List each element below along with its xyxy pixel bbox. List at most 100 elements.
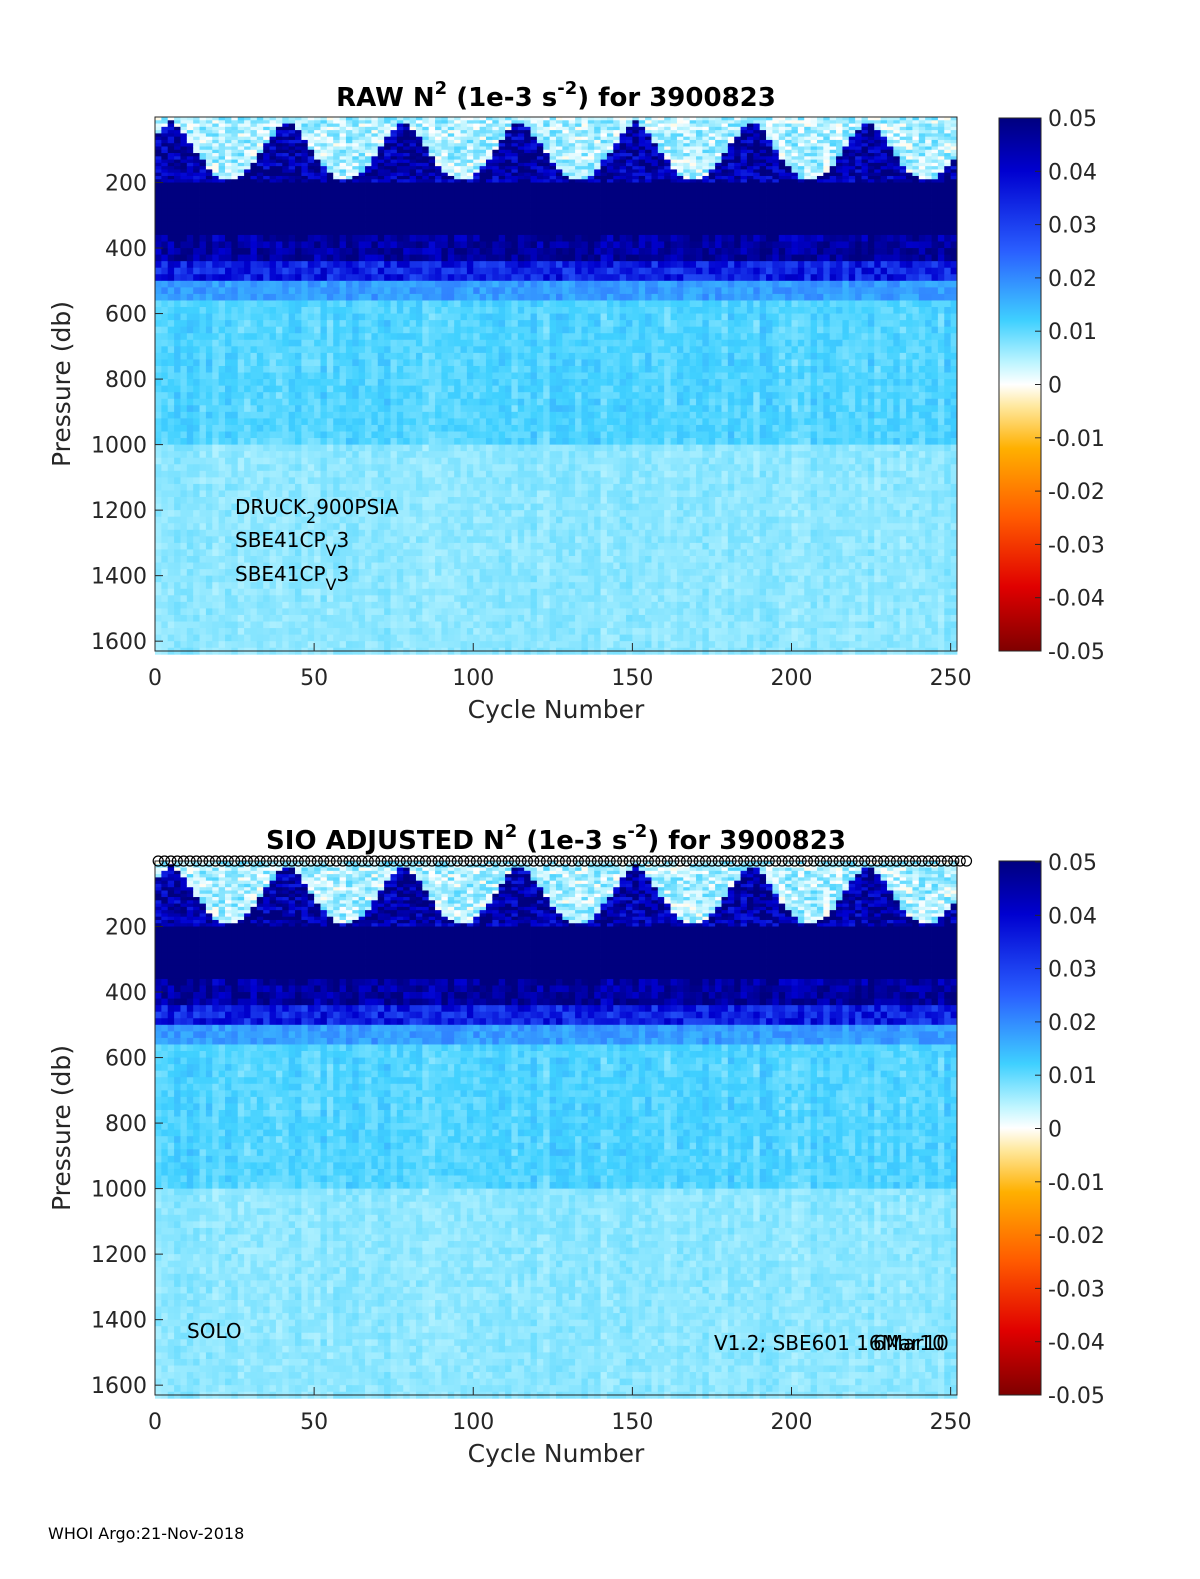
heatmap-cell (244, 372, 251, 380)
heatmap-cell (441, 555, 449, 563)
heatmap-cell (403, 490, 411, 498)
heatmap-cell (396, 418, 404, 426)
heatmap-cell (333, 621, 340, 629)
heatmap-cell (428, 372, 436, 380)
heatmap-cell (466, 254, 474, 262)
heatmap-cell (365, 614, 372, 622)
heatmap-cell (485, 457, 493, 465)
heatmap-cell (422, 490, 430, 498)
heatmap-cell (250, 149, 258, 154)
heatmap-cell (333, 346, 340, 354)
heatmap-cell (288, 339, 296, 347)
heatmap-cell (473, 411, 481, 419)
heatmap-cell (256, 195, 264, 203)
heatmap-cell (161, 195, 169, 203)
heatmap-cell (218, 320, 226, 328)
heatmap-cell (371, 444, 379, 452)
heatmap-cell (269, 641, 277, 649)
heatmap-cell (205, 588, 213, 596)
heatmap-cell (301, 254, 309, 262)
heatmap-cell (454, 536, 461, 544)
heatmap-cell (365, 641, 372, 649)
heatmap-cell (314, 575, 321, 583)
heatmap-cell (428, 516, 436, 524)
heatmap-cell (225, 555, 232, 563)
heatmap-cell (435, 483, 442, 491)
heatmap-cell (460, 628, 468, 636)
heatmap-cell (358, 359, 366, 367)
heatmap-cell (199, 261, 207, 269)
heatmap-cell (320, 169, 328, 174)
heatmap-cell (282, 162, 290, 167)
heatmap-cell (409, 162, 417, 167)
heatmap-cell (244, 392, 251, 400)
heatmap-cell (371, 405, 379, 413)
heatmap-cell (314, 215, 321, 223)
heatmap-cell (466, 372, 474, 380)
heatmap-cell (295, 313, 302, 321)
heatmap-cell (269, 120, 277, 124)
heatmap-cell (345, 307, 353, 314)
heatmap-cell (466, 287, 474, 295)
heatmap-cell (244, 444, 251, 452)
heatmap-cell (295, 202, 302, 210)
heatmap-cell (377, 405, 385, 413)
heatmap-cell (466, 162, 474, 167)
heatmap-cell (174, 221, 181, 229)
heatmap-cell (186, 202, 194, 210)
heatmap-cell (186, 634, 194, 642)
heatmap-cell (428, 117, 436, 121)
heatmap-cell (377, 159, 385, 164)
heatmap-cell (225, 293, 232, 301)
heatmap-cell (460, 359, 468, 367)
heatmap-cell (218, 261, 226, 269)
heatmap-cell (390, 261, 398, 269)
heatmap-cell (295, 159, 302, 164)
heatmap-cell (454, 117, 461, 121)
heatmap-cell (282, 352, 290, 360)
heatmap-cell (314, 523, 321, 531)
heatmap-cell (269, 333, 277, 341)
heatmap-cell (320, 241, 328, 249)
heatmap-cell (326, 182, 334, 190)
heatmap-cell (403, 126, 411, 131)
heatmap-cell (485, 130, 493, 134)
heatmap-cell (314, 418, 321, 426)
heatmap-cell (307, 313, 315, 321)
heatmap-cell (492, 365, 500, 373)
heatmap-cell (358, 464, 366, 472)
heatmap-cell (288, 562, 296, 570)
heatmap-cell (155, 628, 162, 636)
heatmap-cell (174, 516, 181, 524)
heatmap-cell (174, 470, 181, 478)
heatmap-cell (161, 405, 169, 413)
heatmap-cell (320, 536, 328, 544)
heatmap-cell (460, 241, 468, 249)
heatmap-cell (186, 179, 194, 183)
heatmap-cell (193, 149, 200, 154)
heatmap-cell (403, 221, 411, 229)
heatmap-cell (384, 254, 391, 262)
heatmap-cell (466, 464, 474, 472)
heatmap-cell (225, 123, 232, 128)
heatmap-cell (428, 162, 436, 167)
heatmap-cell (161, 149, 169, 154)
heatmap-cell (352, 130, 360, 134)
heatmap-cell (295, 146, 302, 151)
heatmap-cell (409, 169, 417, 174)
heatmap-cell (244, 483, 251, 491)
heatmap-cell (384, 608, 391, 616)
heatmap-cell (263, 595, 270, 603)
heatmap-cell (161, 202, 169, 210)
heatmap-cell (454, 497, 461, 504)
heatmap-cell (314, 182, 321, 190)
heatmap-cell (155, 431, 162, 439)
heatmap-cell (403, 146, 411, 151)
heatmap-cell (460, 159, 468, 164)
heatmap-cell (365, 307, 372, 314)
heatmap-cell (161, 241, 169, 249)
heatmap-cell (174, 293, 181, 301)
heatmap-cell (473, 555, 481, 563)
heatmap-cell (409, 464, 417, 472)
heatmap-cell (415, 228, 423, 236)
